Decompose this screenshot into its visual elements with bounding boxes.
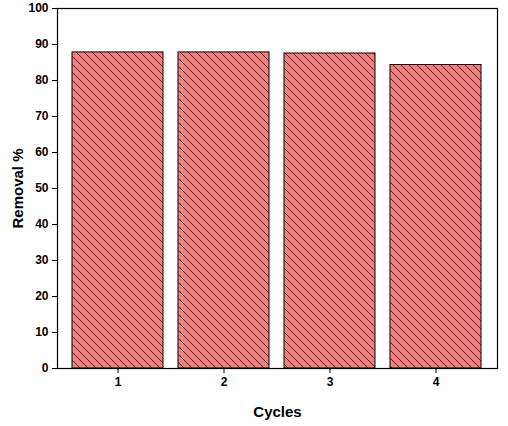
svg-text:0: 0 [42, 361, 49, 375]
svg-text:10: 10 [35, 325, 49, 339]
svg-text:90: 90 [35, 37, 49, 51]
svg-text:4: 4 [433, 375, 440, 389]
svg-text:40: 40 [35, 217, 49, 231]
svg-text:20: 20 [35, 289, 49, 303]
svg-text:Cycles: Cycles [253, 403, 301, 420]
svg-text:80: 80 [35, 73, 49, 87]
svg-text:30: 30 [35, 253, 49, 267]
svg-text:1: 1 [115, 375, 122, 389]
svg-text:50: 50 [35, 181, 49, 195]
svg-text:100: 100 [28, 1, 48, 15]
svg-text:Removal %: Removal % [9, 148, 26, 228]
svg-text:70: 70 [35, 109, 49, 123]
svg-text:3: 3 [327, 375, 334, 389]
svg-text:60: 60 [35, 145, 49, 159]
svg-text:2: 2 [221, 375, 228, 389]
